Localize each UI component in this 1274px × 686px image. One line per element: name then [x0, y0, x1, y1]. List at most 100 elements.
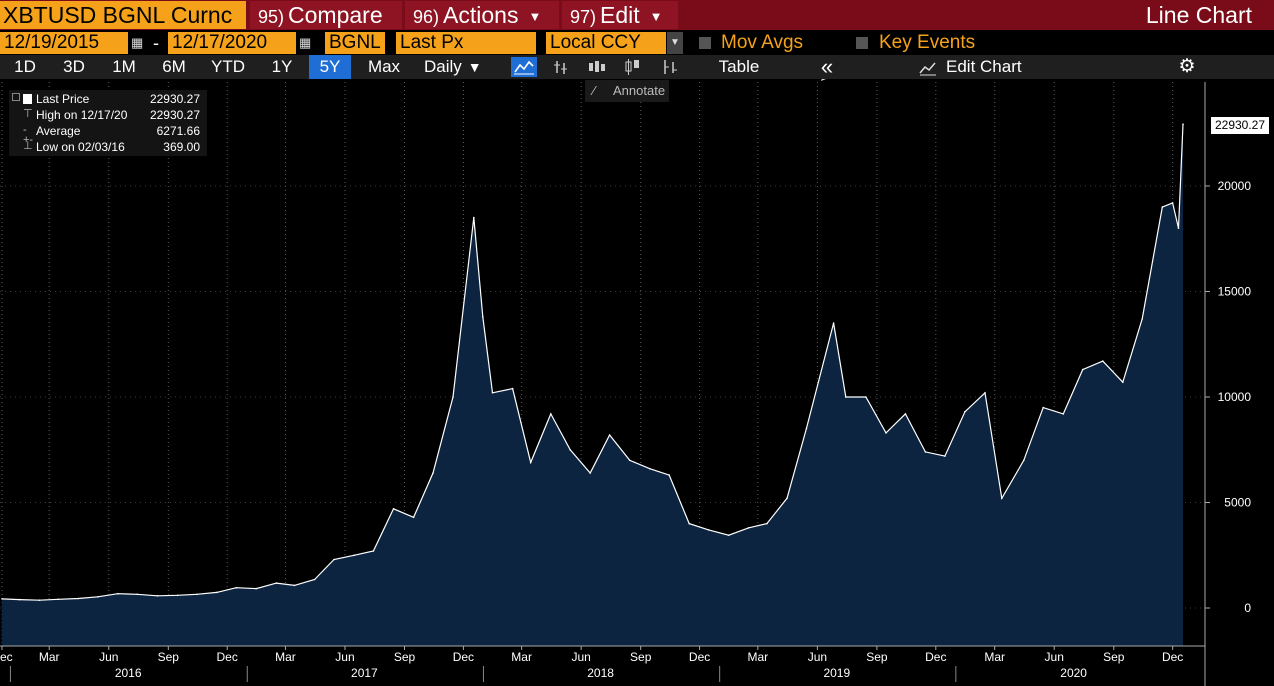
security-ticker[interactable]: XBTUSD BGNL Curnc	[0, 1, 246, 29]
x-tick-label: Jun	[571, 650, 590, 664]
average-marker-icon: -+-	[23, 124, 34, 146]
currency-select[interactable]: Local CCY	[546, 32, 666, 54]
price-point	[944, 455, 946, 457]
key-events-checkbox[interactable]	[856, 37, 868, 49]
price-point	[628, 459, 631, 462]
annotate-button[interactable]: ∕ Annotate	[585, 80, 669, 102]
price-point	[529, 461, 532, 464]
y-tick-label: 10000	[1218, 390, 1252, 404]
period-ytd[interactable]: YTD	[211, 57, 245, 76]
calendar-icon[interactable]: ▦	[299, 35, 312, 50]
price-point	[845, 396, 847, 398]
calendar-icon[interactable]: ▦	[131, 35, 144, 50]
source-field[interactable]: BGNL	[325, 32, 385, 54]
x-tick-label: Sep	[866, 650, 888, 664]
x-tick-label: Mar	[748, 650, 769, 664]
legend-name: Low on 02/03/16	[36, 140, 125, 154]
legend-value: 369.00	[163, 140, 200, 154]
compare-menu[interactable]: 95) Compare	[250, 1, 402, 29]
actions-menu[interactable]: 96) Actions ▼	[405, 1, 559, 29]
table-button[interactable]: Table	[718, 57, 760, 76]
line-chart-icon[interactable]	[511, 57, 537, 77]
title-bar: XBTUSD BGNL Curnc 95) Compare 96) Actions ▼…	[0, 0, 1274, 30]
x-tick-label: Dec	[217, 650, 238, 664]
edit-chart-button[interactable]: Edit Chart	[918, 55, 1058, 79]
price-point	[1062, 413, 1065, 415]
price-point	[832, 322, 835, 324]
legend-name: Last Price	[36, 92, 90, 106]
price-point	[805, 427, 808, 430]
legend-value: 22930.27	[149, 108, 200, 122]
x-tick-label: Dec	[689, 650, 710, 664]
gear-icon[interactable]: ⚙	[1178, 56, 1196, 77]
period-6m[interactable]: 6M	[162, 57, 186, 76]
hlc-bar-icon[interactable]	[656, 57, 682, 77]
start-date-field[interactable]: 12/19/2015	[0, 32, 128, 54]
price-point	[1182, 123, 1184, 125]
field-selector[interactable]: Last Px	[396, 32, 536, 54]
y-tick-label: 0	[1244, 601, 1251, 615]
chevron-down-icon: ▼	[649, 8, 663, 24]
price-point	[136, 593, 138, 596]
high-marker-icon: ⊤	[23, 108, 33, 120]
frequency-select[interactable]: Daily ▼	[416, 55, 500, 79]
price-point	[473, 216, 475, 219]
price-point	[482, 316, 484, 318]
x-tick-label: Mar	[511, 650, 532, 664]
x-year-label: 2019	[823, 666, 850, 680]
price-point	[18, 598, 21, 601]
y-axis: 0 5000 10000 15000 20000	[1204, 82, 1252, 686]
edit-menu[interactable]: 97) Edit ▼	[562, 1, 678, 29]
price-point	[353, 554, 355, 557]
price-point	[97, 596, 99, 598]
price-point	[608, 434, 611, 436]
price-point	[904, 413, 907, 415]
x-tick-label: Dec	[453, 650, 474, 664]
chart-edit-icon	[919, 62, 936, 76]
settings-bar: 12/19/2015 ▦ - 12/17/2020 ▦ BGNL Last Px…	[0, 31, 1274, 81]
price-point	[196, 593, 198, 596]
legend-toggle-icon[interactable]	[12, 93, 20, 101]
x-tick-label: Mar	[984, 650, 1005, 664]
y-tick-label: 15000	[1218, 285, 1252, 299]
annotate-label: Annotate	[613, 83, 666, 98]
edit-menu-number: 97)	[570, 7, 597, 27]
legend-name: High on 12/17/20	[36, 108, 128, 122]
price-point	[57, 598, 60, 601]
date-separator: -	[153, 33, 159, 53]
x-tick-label: Sep	[158, 650, 180, 664]
ohlc-bar-icon[interactable]	[548, 57, 574, 77]
y-tick-label: 5000	[1224, 496, 1251, 510]
period-max[interactable]: Max	[367, 57, 401, 76]
period-1d[interactable]: 1D	[14, 57, 36, 76]
hollow-candle-icon[interactable]	[620, 57, 646, 77]
actions-menu-number: 96)	[413, 7, 440, 27]
price-point	[786, 497, 788, 500]
key-events-label[interactable]: Key Events	[879, 32, 976, 53]
chart-toolbar: 1D 3D 1M 6M YTD 1Y 5Y Max Daily ▼ Table «…	[0, 55, 1274, 79]
end-date-field[interactable]: 12/17/2020	[168, 32, 296, 54]
collapse-icon[interactable]: «	[820, 54, 834, 79]
period-3d[interactable]: 3D	[63, 57, 85, 76]
period-5y[interactable]: 5Y	[309, 55, 351, 79]
legend-row: ⊤ High on 12/17/20 22930.27	[9, 107, 207, 123]
x-tick-label: Jun	[99, 650, 118, 664]
price-point	[1177, 227, 1180, 229]
chevron-down-icon[interactable]: ▼	[667, 32, 683, 54]
actions-menu-label: Actions	[443, 2, 519, 28]
mov-avgs-label[interactable]: Mov Avgs	[721, 32, 804, 53]
candlestick-icon[interactable]	[584, 57, 610, 77]
period-1y[interactable]: 1Y	[271, 57, 293, 76]
x-tick-label: Mar	[275, 650, 296, 664]
price-point	[491, 392, 494, 394]
price-point	[38, 599, 41, 601]
period-1m[interactable]: 1M	[112, 57, 136, 76]
price-point	[1122, 381, 1124, 384]
price-point	[707, 529, 710, 531]
x-year-label: 2018	[587, 666, 614, 680]
legend-row: ⊥ Low on 02/03/16 369.00	[9, 139, 207, 155]
price-point	[924, 451, 927, 453]
mov-avgs-checkbox[interactable]	[699, 37, 711, 49]
low-marker-icon: ⊥	[23, 140, 33, 152]
